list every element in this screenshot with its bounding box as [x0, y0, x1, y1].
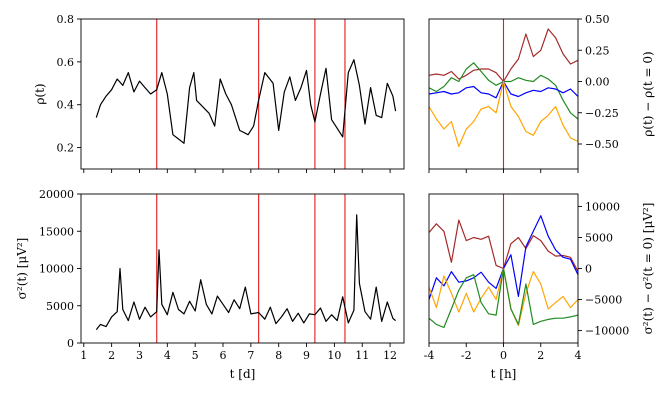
panel-rho-diff: −0.50 −0.25 0.00 0.25 0.50 ρ(t) − ρ(t = 0): [428, 13, 655, 173]
x-tick-label: 10: [327, 349, 341, 362]
x-tick-label: 9: [303, 349, 310, 362]
y-tick-label: 0.25: [585, 44, 610, 57]
y-tick-label: −0.25: [585, 107, 619, 120]
x-tick-label: 12: [383, 349, 397, 362]
x-tick-label: 8: [275, 349, 282, 362]
x-tick-label: 11: [355, 349, 369, 362]
panel-sigma2-diff: -4 -2 0 2 4−10000 −5000 0 5000 10000 t [h] σ²(t) −…: [424, 193, 655, 381]
y-tick-label: 20000: [39, 188, 74, 201]
series-group: [95, 214, 396, 330]
y-tick-label: 0.50: [585, 13, 610, 26]
x-tick-label: 3: [136, 349, 143, 362]
x-tick-label: 2: [537, 349, 544, 362]
y-tick-label: 0.6: [57, 56, 75, 69]
x-tick-label: -2: [461, 349, 472, 362]
x-tick-label: -4: [424, 349, 435, 362]
y-tick-label: 0: [67, 337, 74, 350]
y-axis-label: σ²(t) − σ²(t = 0) [μV²]: [641, 203, 655, 335]
x-tick-label: 6: [220, 349, 227, 362]
y-axis-label: σ²(t) [μV²]: [15, 238, 29, 300]
y-tick-label: 10000: [585, 200, 620, 213]
y-axis-label: ρ(t) − ρ(t = 0): [641, 51, 655, 136]
y-tick-label: −0.50: [585, 138, 619, 151]
x-tick-label: 7: [247, 349, 254, 362]
y-tick-label: 5000: [46, 300, 74, 313]
x-tick-label: 2: [108, 349, 115, 362]
x-tick-label: 4: [575, 349, 582, 362]
x-tick-label: 0: [500, 349, 507, 362]
y-tick-label: 0: [585, 263, 592, 276]
x-axis-label: t [h]: [491, 367, 517, 381]
y-tick-label: 0.2: [57, 142, 75, 155]
panel-rho: 0.2 0.4 0.6 0.8 ρ(t): [33, 13, 405, 173]
y-axis-label: ρ(t): [33, 83, 47, 104]
y-tick-label: 0.00: [585, 76, 610, 89]
series-group: [95, 59, 397, 144]
y-tick-label: 5000: [585, 231, 613, 244]
series-line-0: [95, 59, 397, 144]
series-line-0: [95, 214, 396, 330]
series-group: [429, 28, 578, 148]
x-tick-label: 1: [80, 349, 87, 362]
y-tick-label: 0.8: [57, 13, 75, 26]
y-tick-label: 15000: [39, 225, 74, 238]
y-tick-label: 10000: [39, 263, 74, 276]
y-tick-label: −5000: [585, 294, 622, 307]
series-line-3: [429, 267, 578, 329]
y-tick-label: 0.4: [57, 99, 75, 112]
x-tick-label: 5: [192, 349, 199, 362]
y-tick-label: −10000: [585, 325, 629, 338]
series-line-3: [429, 80, 578, 148]
x-axis-label: t [d]: [230, 367, 256, 381]
x-tick-label: 4: [164, 349, 171, 362]
series-group: [429, 215, 578, 329]
axes-frame: [80, 18, 405, 170]
